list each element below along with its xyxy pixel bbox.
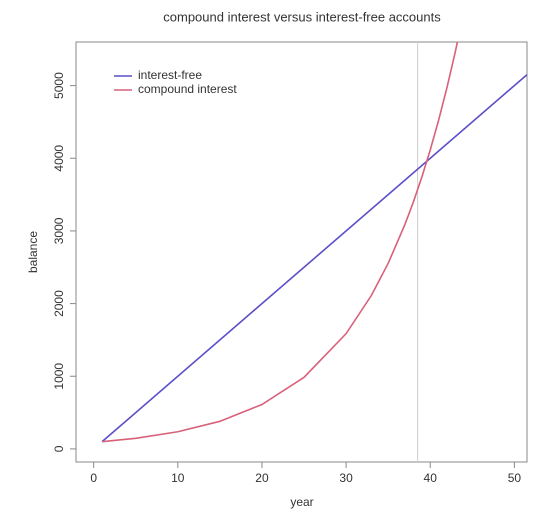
line-series [102,42,459,443]
x-tick-label: 30 [339,471,353,485]
y-tick-label: 1000 [52,363,66,390]
chart-title: compound interest versus interest-free a… [163,9,441,24]
x-tick-label: 0 [90,471,97,485]
y-tick-label: 3000 [52,217,66,244]
legend-label: interest-free [138,68,202,82]
x-tick-label: 40 [424,471,438,485]
y-tick-label: 4000 [52,145,66,172]
line-series [101,73,527,443]
y-tick-label: 5000 [52,72,66,99]
plot-frame [75,41,528,463]
y-tick-label: 2000 [52,290,66,317]
y-axis-label: balance [26,231,40,273]
x-tick-label: 50 [508,471,522,485]
legend-label: compound interest [138,82,237,96]
x-axis-label: year [290,495,313,509]
x-tick-label: 10 [171,471,185,485]
y-tick-label: 0 [52,445,66,452]
x-tick-label: 20 [255,471,269,485]
